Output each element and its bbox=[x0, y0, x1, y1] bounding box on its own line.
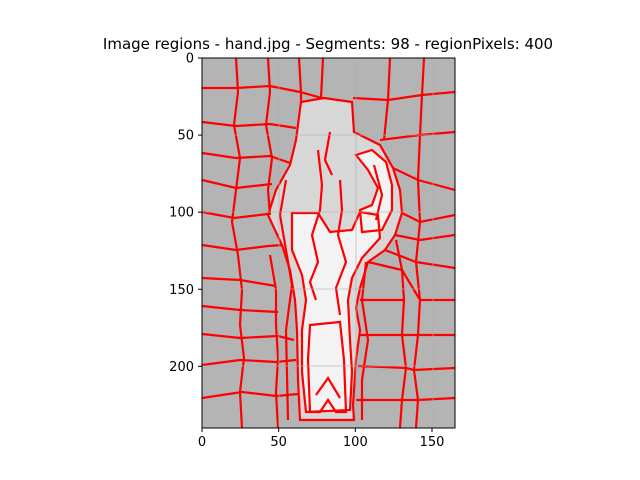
grid-lines bbox=[202, 58, 455, 428]
y-axis: 0 50 100 150 200 bbox=[169, 52, 202, 375]
x-axis: 0 50 100 150 bbox=[198, 428, 445, 450]
y-tick-label: 50 bbox=[177, 129, 194, 144]
y-tick-label: 150 bbox=[169, 283, 194, 298]
finger-region bbox=[356, 150, 392, 232]
plot-area bbox=[202, 58, 455, 428]
chart-title: Image regions - hand.jpg - Segments: 98 … bbox=[103, 35, 553, 53]
y-tick-label: 100 bbox=[169, 206, 194, 221]
x-tick-label: 100 bbox=[343, 435, 368, 450]
palm-region bbox=[292, 212, 380, 412]
x-tick-label: 50 bbox=[270, 435, 287, 450]
x-tick-label: 150 bbox=[420, 435, 445, 450]
y-tick-label: 200 bbox=[169, 360, 194, 375]
segment-boundaries bbox=[202, 58, 455, 428]
y-tick-label: 0 bbox=[186, 52, 194, 67]
x-tick-label: 0 bbox=[198, 435, 206, 450]
axes-frame bbox=[201, 57, 456, 429]
